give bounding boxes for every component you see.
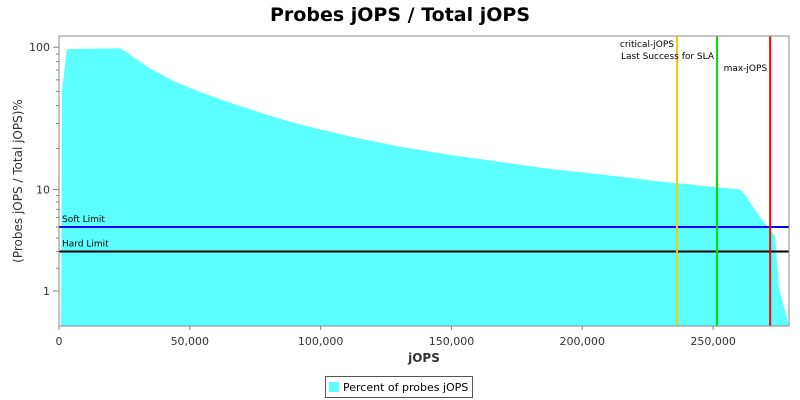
y-tick-label: 100 (29, 41, 50, 54)
y-tick-label: 1 (43, 285, 50, 298)
x-tick-label: 250,000 (690, 335, 736, 348)
y-tick-label: 10 (36, 183, 50, 196)
marker-label-1: Last Success for SLA (621, 52, 715, 62)
x-axis-label: jOPS (407, 351, 440, 365)
limit-label-1: Hard Limit (62, 239, 109, 249)
marker-label-2: max-jOPS (724, 64, 768, 74)
x-tick-label: 50,000 (171, 335, 210, 348)
legend-label: Percent of probes jOPS (343, 380, 469, 394)
marker-label-0: critical-jOPS (620, 40, 674, 50)
chart-title: Probes jOPS / Total jOPS (270, 4, 530, 26)
legend: Percent of probes jOPS (325, 376, 474, 398)
legend-swatch-icon (329, 382, 339, 392)
series-area-0 (61, 48, 789, 326)
x-tick-label: 100,000 (298, 335, 344, 348)
x-tick-label: 150,000 (429, 335, 475, 348)
plot-border (58, 35, 790, 327)
y-axis-label: (Probes jOPS / Total jOPS)% (11, 99, 25, 263)
x-tick-label: 0 (56, 335, 63, 348)
x-tick-label: 200,000 (560, 335, 606, 348)
limit-label-0: Soft Limit (62, 215, 105, 225)
